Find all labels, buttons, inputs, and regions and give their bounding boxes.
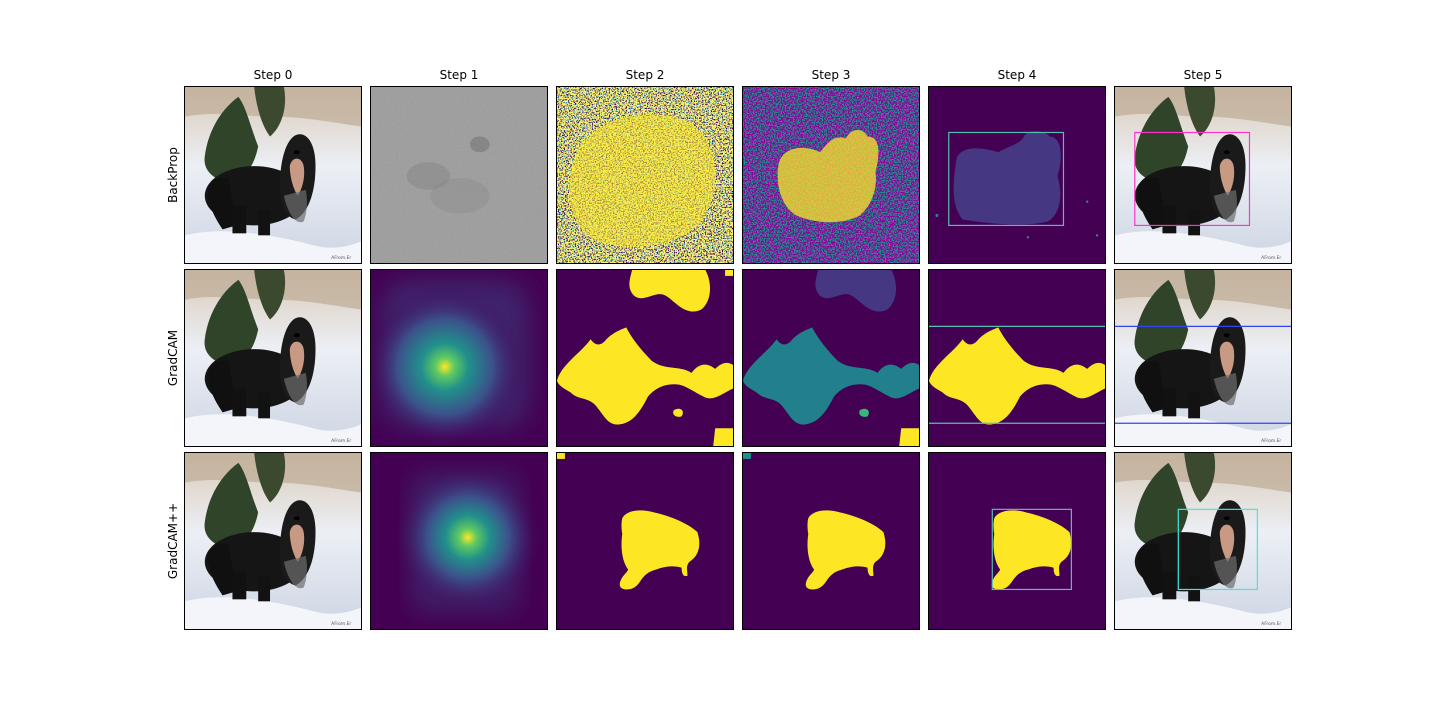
panel-backprop-step-3: [742, 86, 920, 264]
row-label-backprop: BackProp: [166, 147, 181, 203]
row-label-gradcampp: GradCAM++: [166, 502, 181, 580]
column-title-step-3: Step 3: [811, 68, 851, 82]
mask-labels-image: [743, 453, 919, 629]
panel-gradcampp-step-5: [1114, 452, 1292, 630]
dog-photo-box-image: [1115, 453, 1291, 629]
threshold-blob-map-image: [743, 87, 919, 263]
panel-gradcampp-step-4: [928, 452, 1106, 630]
row-label-gradcam: GradCAM: [166, 329, 180, 387]
dog-photo-image: [185, 270, 361, 446]
dog-photo-box-image: [1115, 270, 1291, 446]
panel-gradcampp-step-3: [742, 452, 920, 630]
gradient-map-image: [371, 87, 547, 263]
panel-backprop-step-1: [370, 86, 548, 264]
mask-box-image: [929, 87, 1105, 263]
dog-photo-image: [185, 87, 361, 263]
column-title-step-4: Step 4: [997, 68, 1037, 82]
panel-gradcam-step-3: [742, 269, 920, 447]
column-title-step-0: Step 0: [253, 68, 293, 82]
dog-photo-box-image: [1115, 87, 1291, 263]
column-title-step-2: Step 2: [625, 68, 665, 82]
panel-backprop-step-2: [556, 86, 734, 264]
column-title-step-5: Step 5: [1183, 68, 1223, 82]
panel-gradcam-step-2: [556, 269, 734, 447]
mask-box-image: [929, 270, 1105, 446]
column-title-step-1: Step 1: [439, 68, 479, 82]
panel-gradcampp-step-1: [370, 452, 548, 630]
heatmap-image: [371, 270, 547, 446]
threshold-noise-map-image: [557, 87, 733, 263]
panel-gradcam-step-5: [1114, 269, 1292, 447]
panel-backprop-step-5: [1114, 86, 1292, 264]
mask-box-image: [929, 453, 1105, 629]
panel-gradcam-step-4: [928, 269, 1106, 447]
panel-gradcam-step-1: [370, 269, 548, 447]
panel-backprop-step-0: [184, 86, 362, 264]
panel-gradcam-step-0: [184, 269, 362, 447]
panel-gradcampp-step-0: [184, 452, 362, 630]
mask-image: [557, 453, 733, 629]
mask-labels-image: [743, 270, 919, 446]
panel-backprop-step-4: [928, 86, 1106, 264]
mask-image: [557, 270, 733, 446]
dog-photo-image: [185, 453, 361, 629]
panel-gradcampp-step-2: [556, 452, 734, 630]
heatmap-image: [371, 453, 547, 629]
